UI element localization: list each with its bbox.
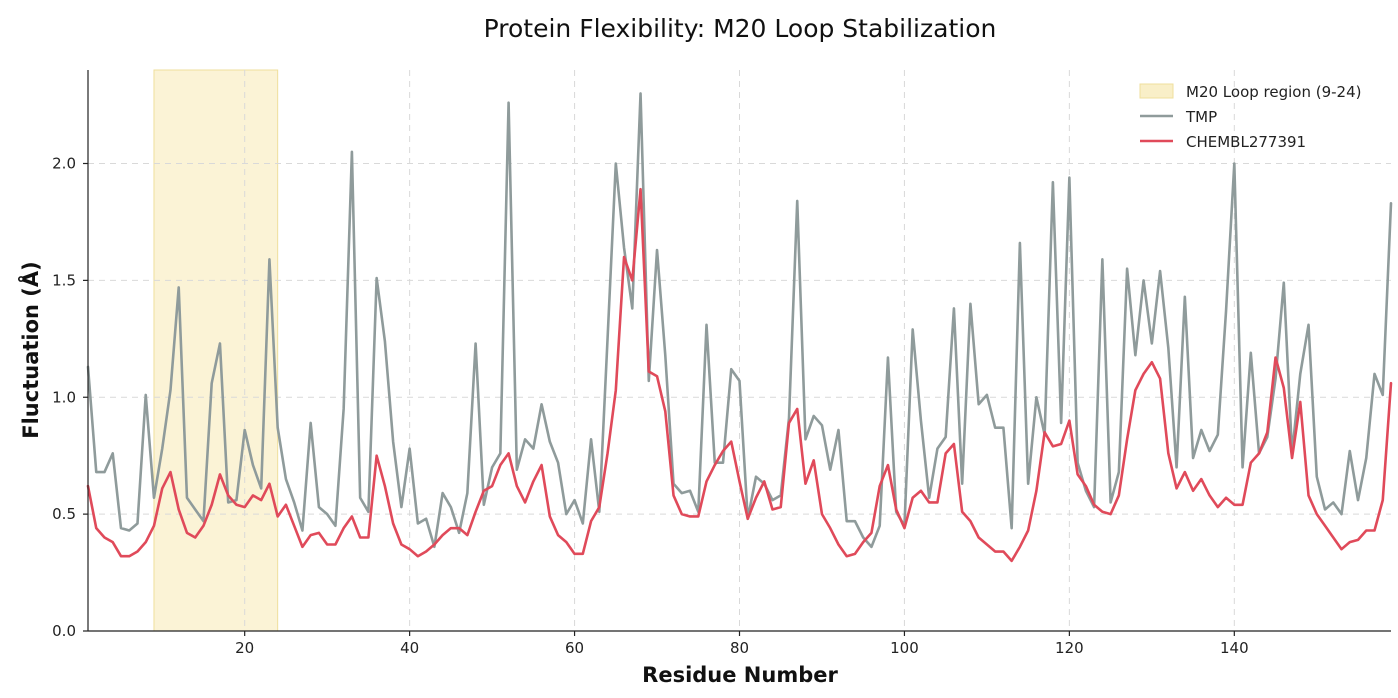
x-tick-label: 40 (400, 639, 419, 657)
y-tick-label: 1.0 (52, 388, 76, 406)
y-ticks: 0.0 0.5 1.0 1.5 2.0 (52, 155, 88, 640)
legend-swatch-region (1139, 83, 1174, 99)
y-tick-label: 0.0 (52, 622, 76, 640)
x-ticks: 20 40 60 80 100 120 140 (235, 631, 1249, 657)
x-tick-label: 60 (565, 639, 584, 657)
legend-label-chembl277391: CHEMBL277391 (1186, 133, 1306, 151)
series-layer (86, 92, 1393, 563)
grid-layer (88, 70, 1391, 631)
x-tick-label: 100 (890, 639, 919, 657)
legend-label-region: M20 Loop region (9-24) (1186, 83, 1362, 101)
plot-area (86, 69, 1393, 632)
series-line-chembl277391 (86, 187, 1393, 563)
series-line-tmp (86, 92, 1393, 549)
x-tick-label: 140 (1220, 639, 1249, 657)
y-tick-label: 0.5 (52, 505, 76, 523)
legend: M20 Loop region (9-24) TMP CHEMBL277391 (1139, 83, 1362, 151)
x-tick-label: 80 (730, 639, 749, 657)
x-tick-label: 20 (235, 639, 254, 657)
y-tick-label: 1.5 (52, 271, 76, 289)
y-tick-label: 2.0 (52, 155, 76, 173)
chart-title: Protein Flexibility: M20 Loop Stabilizat… (484, 14, 997, 43)
x-tick-label: 120 (1055, 639, 1084, 657)
x-axis-label: Residue Number (642, 663, 838, 687)
legend-label-tmp: TMP (1185, 108, 1217, 126)
y-axis-label: Fluctuation (Å) (18, 261, 43, 438)
